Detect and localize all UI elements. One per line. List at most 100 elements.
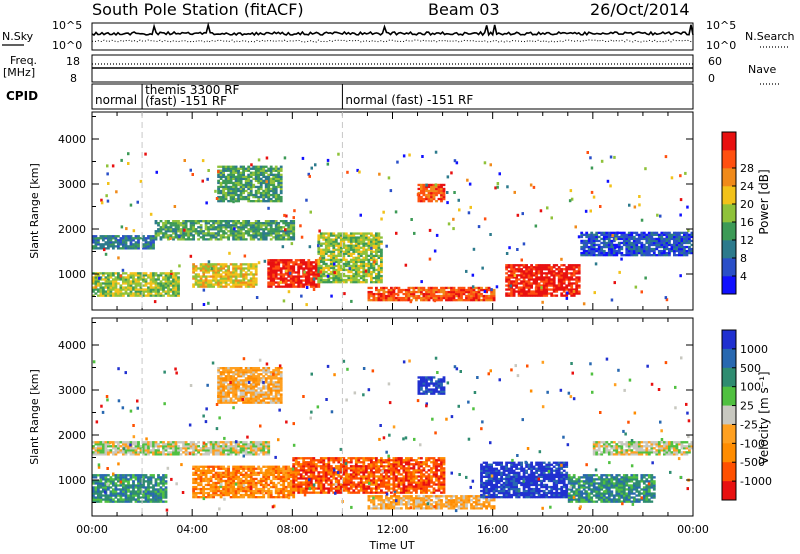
heatmap-cell <box>234 263 238 266</box>
heatmap-cell <box>527 290 531 293</box>
heatmap-cell <box>475 296 478 300</box>
heatmap-cell <box>104 478 108 481</box>
heatmap-cell <box>264 183 268 187</box>
heatmap-cell <box>284 238 288 241</box>
heatmap-cell <box>362 258 366 262</box>
heatmap-cell <box>525 274 528 277</box>
heatmap-cell <box>109 237 113 240</box>
heatmap-cell <box>217 179 220 183</box>
heatmap-cell <box>117 276 120 279</box>
heatmap-cell <box>219 489 223 493</box>
heatmap-cell <box>242 169 245 172</box>
heatmap-cell <box>470 294 473 298</box>
heatmap-cell <box>560 274 564 277</box>
heatmap-cell <box>249 443 253 446</box>
heatmap-cell <box>124 490 128 493</box>
heatmap-cell <box>102 235 105 238</box>
heatmap-cell <box>267 173 271 177</box>
heatmap-cell <box>372 270 376 274</box>
heatmap-cell <box>197 445 200 448</box>
heatmap-cell <box>134 245 138 248</box>
heatmap-cell <box>572 278 576 281</box>
heatmap-cell <box>229 232 233 235</box>
heatmap-cell <box>122 288 125 291</box>
heatmap-cell <box>232 449 235 452</box>
heatmap-cell <box>127 445 130 448</box>
heatmap-cell <box>322 248 326 251</box>
heatmap-cell <box>239 283 243 286</box>
heatmap-cell <box>149 494 153 497</box>
heatmap-cell <box>239 485 243 489</box>
heatmap-cell <box>134 243 138 246</box>
heatmap-cell <box>122 494 125 497</box>
heatmap-cell <box>117 272 120 275</box>
heatmap-cell <box>272 169 276 172</box>
heatmap-cell <box>142 280 145 283</box>
heatmap-cell <box>217 453 220 456</box>
heatmap-cell <box>194 481 198 485</box>
heatmap-cell <box>274 187 278 191</box>
heatmap-cell <box>688 249 691 253</box>
power-ylabel: Slant Range [km] <box>28 163 41 259</box>
heatmap-cell <box>122 492 125 495</box>
heatmap-cell <box>337 254 341 258</box>
heatmap-cell <box>520 294 523 297</box>
heatmap-cell <box>362 232 366 235</box>
heatmap-cell <box>152 286 155 289</box>
heatmap-cell <box>550 284 554 287</box>
heatmap-cell <box>284 234 288 237</box>
heatmap-cell <box>124 241 128 244</box>
heatmap-cell <box>354 248 358 251</box>
heatmap-cell <box>277 263 281 266</box>
heatmap-cell <box>645 241 649 245</box>
heatmap-cell <box>279 177 283 181</box>
heatmap-cell <box>377 281 381 284</box>
heatmap-cell <box>663 247 666 251</box>
heatmap-cell <box>159 220 163 223</box>
heatmap-cell <box>645 254 649 257</box>
heatmap-cell <box>124 443 128 446</box>
heatmap-cell <box>129 286 133 289</box>
heatmap-cell <box>219 491 223 495</box>
heatmap-cell <box>237 175 240 179</box>
heatmap-cell <box>214 234 218 237</box>
heatmap-cell <box>219 465 223 468</box>
heatmap-cell <box>134 449 138 452</box>
heatmap-cell <box>289 265 293 268</box>
heatmap-cell <box>194 220 198 223</box>
heatmap-cell <box>147 498 150 501</box>
heatmap-cell <box>249 285 253 288</box>
heatmap-cell <box>542 264 546 267</box>
heatmap-cell <box>222 263 225 266</box>
nsearch-trace <box>92 39 694 43</box>
heatmap-cell <box>202 467 205 470</box>
heatmap-cell <box>312 267 316 270</box>
heatmap-cell <box>460 292 463 296</box>
heatmap-cell <box>237 441 240 444</box>
heatmap-cell <box>232 165 235 168</box>
heatmap-cell <box>102 282 105 285</box>
heatmap-cell <box>412 296 416 300</box>
heatmap-cell <box>229 189 233 193</box>
heatmap-cell <box>274 169 278 172</box>
heatmap-cell <box>114 241 118 244</box>
heatmap-cell <box>237 183 240 187</box>
heatmap-cell <box>673 243 676 247</box>
heatmap-cell <box>142 500 145 503</box>
heatmap-cell <box>234 447 238 450</box>
heatmap-cell <box>527 280 531 283</box>
heatmap-cell <box>244 232 248 235</box>
heatmap-cell <box>147 276 150 279</box>
heatmap-cell <box>279 185 283 189</box>
heatmap-cell <box>219 191 223 195</box>
heatmap-cell <box>222 453 225 456</box>
heatmap-cell <box>299 279 303 282</box>
heatmap-cell <box>237 445 240 448</box>
heatmap-cell <box>322 232 326 235</box>
heatmap-cell <box>668 233 671 237</box>
heatmap-cell <box>267 263 271 266</box>
heatmap-cell <box>229 279 233 282</box>
heatmap-cell <box>292 277 296 280</box>
heatmap-cell <box>262 165 266 168</box>
heatmap-cell <box>229 200 233 203</box>
